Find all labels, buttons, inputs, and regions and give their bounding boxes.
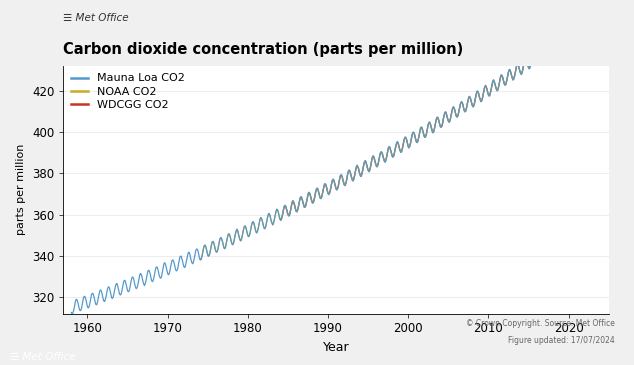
X-axis label: Year: Year (323, 341, 349, 354)
Text: Carbon dioxide concentration (parts per million): Carbon dioxide concentration (parts per … (63, 42, 463, 57)
Text: Figure updated: 17/07/2024: Figure updated: 17/07/2024 (508, 336, 615, 345)
Text: ☰ Met Office: ☰ Met Office (63, 13, 129, 23)
Text: © Crown Copyright. Source: Met Office: © Crown Copyright. Source: Met Office (466, 319, 615, 328)
Text: ☰ Met Office: ☰ Met Office (10, 352, 75, 362)
Legend: Mauna Loa CO2, NOAA CO2, WDCGG CO2: Mauna Loa CO2, NOAA CO2, WDCGG CO2 (67, 69, 189, 115)
Y-axis label: parts per million: parts per million (16, 144, 27, 235)
